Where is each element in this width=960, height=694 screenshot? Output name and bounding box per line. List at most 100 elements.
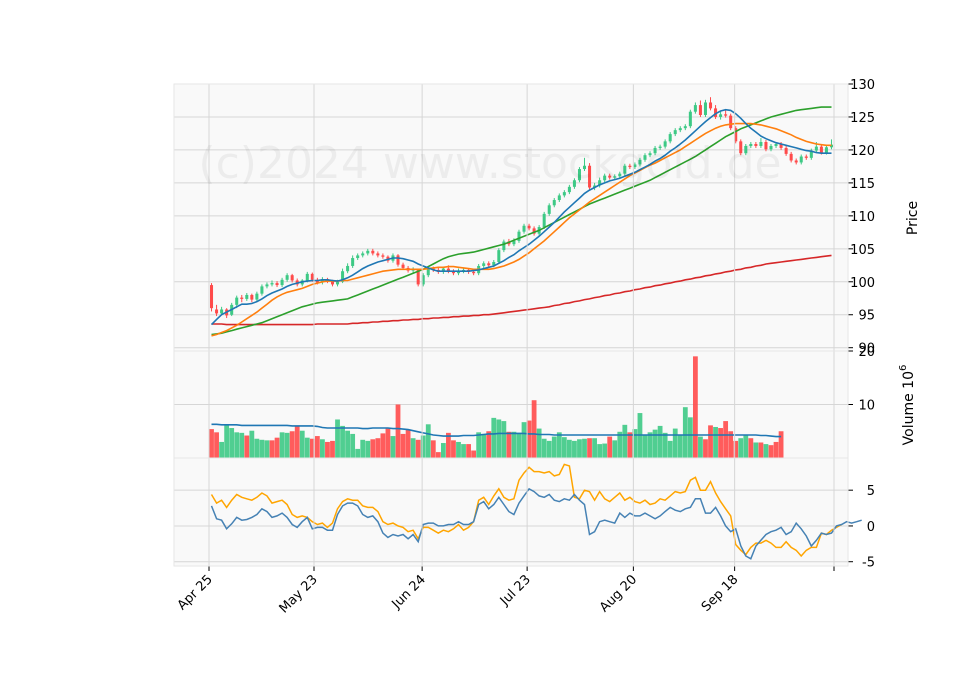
volume-bar xyxy=(279,432,285,458)
price-tick-label: 90 xyxy=(858,342,875,357)
candle-body xyxy=(497,250,501,262)
candle-body xyxy=(683,126,687,129)
price-tick-label: 115 xyxy=(850,177,875,192)
candle-body xyxy=(608,175,612,178)
candle-body xyxy=(572,180,576,187)
oscillator-panel xyxy=(174,458,862,566)
candle-body xyxy=(744,145,748,154)
candle-body xyxy=(618,173,622,177)
candle-body xyxy=(260,286,264,294)
volume-bar xyxy=(667,440,673,458)
volume-tick-label: 20 xyxy=(858,345,875,360)
volume-bar xyxy=(687,417,693,458)
volume-bar xyxy=(466,444,471,458)
volume-bar xyxy=(214,432,219,458)
volume-bar xyxy=(375,438,381,458)
candle-body xyxy=(598,180,602,186)
volume-bar xyxy=(587,438,592,458)
candle-body xyxy=(678,128,682,131)
candle-body xyxy=(729,115,733,129)
price-panel xyxy=(174,83,848,351)
volume-bar xyxy=(440,443,446,458)
candle-body xyxy=(794,160,798,163)
candle-body xyxy=(663,141,667,147)
volume-bar xyxy=(244,435,250,458)
volume-ma-line xyxy=(211,423,782,438)
candle-body xyxy=(396,255,400,265)
candle-body xyxy=(819,146,823,153)
candle-body xyxy=(250,294,254,300)
candle-body xyxy=(426,268,430,276)
volume-bar xyxy=(657,425,663,458)
volume-bar xyxy=(234,432,240,458)
volume-bar xyxy=(617,431,623,458)
volume-bar xyxy=(259,439,265,458)
volume-bar xyxy=(738,438,744,458)
candle-body xyxy=(446,268,450,272)
x-tick-label: Aug 20 xyxy=(597,572,640,615)
candle-body xyxy=(648,153,652,156)
candle-body xyxy=(658,146,662,148)
candle-body xyxy=(517,231,521,241)
candle-body xyxy=(719,114,723,117)
volume-bar xyxy=(284,432,290,458)
candle-body xyxy=(734,128,738,142)
volume-bar xyxy=(350,433,356,458)
volume-bar xyxy=(294,425,300,458)
candle-body xyxy=(784,147,788,154)
volume-bar xyxy=(370,439,376,458)
candle-body xyxy=(210,285,214,309)
volume-bar xyxy=(224,424,230,458)
candle-body xyxy=(381,255,385,257)
volume-bar xyxy=(425,424,431,458)
price-tick-label: 105 xyxy=(850,243,875,258)
volume-bar xyxy=(703,439,708,458)
candle-body xyxy=(305,273,309,281)
candle-body xyxy=(512,240,516,245)
candle-body xyxy=(603,175,607,181)
candle-body xyxy=(688,111,692,127)
candle-body xyxy=(789,153,793,161)
volume-panel xyxy=(174,350,848,458)
candle-body xyxy=(799,156,803,163)
ma-short-line xyxy=(210,108,832,326)
candle-body xyxy=(759,142,763,146)
candle-body xyxy=(290,275,294,281)
volume-bar xyxy=(360,439,366,458)
volume-bar xyxy=(249,430,255,458)
volume-bar xyxy=(325,441,330,458)
volume-bar xyxy=(400,433,406,458)
volume-bar xyxy=(672,428,678,458)
candle-body xyxy=(804,156,808,158)
candle-body xyxy=(623,165,627,174)
volume-bar xyxy=(330,440,335,458)
x-tick-label: Sep 18 xyxy=(699,572,742,615)
candle-body xyxy=(567,186,571,193)
candle-body xyxy=(562,192,566,196)
volume-bar xyxy=(677,434,683,458)
volume-bar xyxy=(511,431,517,458)
volume-bar xyxy=(531,400,537,458)
candle-body xyxy=(779,143,783,148)
ma-long-line xyxy=(211,106,832,336)
price-tick-label: 110 xyxy=(850,210,875,225)
candle-body xyxy=(557,195,561,201)
candle-body xyxy=(724,114,728,116)
volume-bar xyxy=(289,431,295,458)
candle-body xyxy=(577,169,581,181)
volume-bar xyxy=(773,441,779,458)
volume-bar xyxy=(501,421,507,458)
volume-bar xyxy=(607,436,613,458)
volume-bar xyxy=(229,428,235,458)
svg-text:Volume 106: Volume 106 xyxy=(898,365,917,446)
price-tick-label: 130 xyxy=(850,78,875,93)
candle-body xyxy=(643,155,647,160)
volume-bar xyxy=(405,429,411,458)
volume-bar xyxy=(768,445,774,458)
candle-body xyxy=(769,145,773,150)
candle-body xyxy=(265,284,269,287)
candle-body xyxy=(774,143,778,146)
candle-body xyxy=(714,108,718,117)
volume-bar xyxy=(345,430,351,458)
candle-body xyxy=(472,271,476,274)
